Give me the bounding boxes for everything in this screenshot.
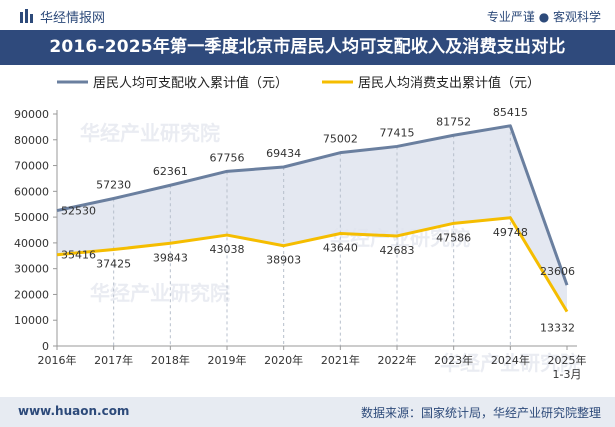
x-tick-label: 2019年: [208, 353, 247, 367]
data-label-income: 69434: [266, 147, 301, 160]
logo-icon: [20, 9, 33, 23]
legend-label-spending: 居民人均消费支出累计值（元）: [358, 75, 540, 91]
data-label-spending: 38903: [266, 254, 301, 267]
series-line-spending: [56, 216, 569, 313]
footer-bar: www.huaon.com 数据来源：国家统计局，华经产业研究院整理: [0, 397, 615, 427]
y-tick-label: 80000: [14, 134, 49, 147]
y-tick-label: 70000: [14, 160, 49, 173]
x-tick-label: 2020年: [264, 353, 303, 367]
watermark: 华经产业研究院: [440, 351, 580, 375]
chart-title: 2016-2025年第一季度北京市居民人均可支配收入及消费支出对比: [0, 30, 615, 65]
legend-label-income: 居民人均可支配收入累计值（元）: [93, 75, 288, 91]
brand-name: 华经情报网: [40, 11, 106, 26]
data-label-spending: 13332: [540, 322, 575, 335]
data-label-income: 77415: [380, 126, 415, 139]
data-label-income: 62361: [153, 165, 188, 178]
area-between-series: [57, 125, 567, 312]
data-source: 数据来源：国家统计局，华经产业研究院整理: [360, 406, 601, 420]
data-label-income: 67756: [210, 151, 245, 164]
y-tick-label: 40000: [14, 237, 49, 250]
footer-url[interactable]: www.huaon.com: [18, 404, 130, 418]
data-label-income: 23606: [540, 265, 575, 278]
data-label-spending: 39843: [153, 251, 188, 264]
data-label-spending: 47586: [436, 231, 471, 244]
x-tick-label: 2025年: [548, 353, 587, 367]
data-label-spending: 43640: [323, 242, 358, 255]
x-tick-label: 2018年: [151, 353, 190, 367]
data-label-income: 85415: [493, 106, 528, 119]
data-label-spending: 43038: [210, 243, 245, 256]
x-tick-label: 2017年: [94, 353, 133, 367]
y-tick-label: 0: [42, 340, 49, 353]
data-label-spending: 37425: [96, 258, 131, 271]
y-tick-label: 20000: [14, 288, 49, 301]
data-label-income: 52530: [61, 205, 96, 218]
data-label-spending: 42683: [380, 244, 415, 257]
x-tick-label: 2024年: [491, 353, 530, 367]
watermark: 华经产业研究院: [90, 281, 230, 305]
y-tick-label: 90000: [14, 108, 49, 121]
data-label-income: 81752: [436, 115, 471, 128]
x-tick-label: 1-3月: [553, 368, 582, 381]
y-tick-label: 60000: [14, 185, 49, 198]
x-tick-label: 2022年: [378, 353, 417, 367]
tagline: 专业严谨 ● 客观科学: [486, 10, 601, 24]
series-line-income: [56, 124, 569, 286]
top-bar: 华经情报网 专业严谨 ● 客观科学: [0, 0, 615, 30]
x-tick-label: 2016年: [38, 353, 77, 367]
x-tick-label: 2021年: [321, 353, 360, 367]
data-label-spending: 35416: [61, 249, 96, 262]
data-label-income: 75002: [323, 133, 358, 146]
data-label-income: 57230: [96, 178, 131, 191]
y-tick-label: 50000: [14, 211, 49, 224]
watermark: 华经产业研究院: [80, 121, 220, 145]
y-tick-label: 10000: [14, 314, 49, 327]
line-chart: 华经产业研究院华经产业研究院华经产业研究院华经产业研究院010000200003…: [14, 75, 587, 381]
x-tick-label: 2023年: [434, 353, 473, 367]
data-label-spending: 49748: [493, 226, 528, 239]
y-tick-label: 30000: [14, 263, 49, 276]
